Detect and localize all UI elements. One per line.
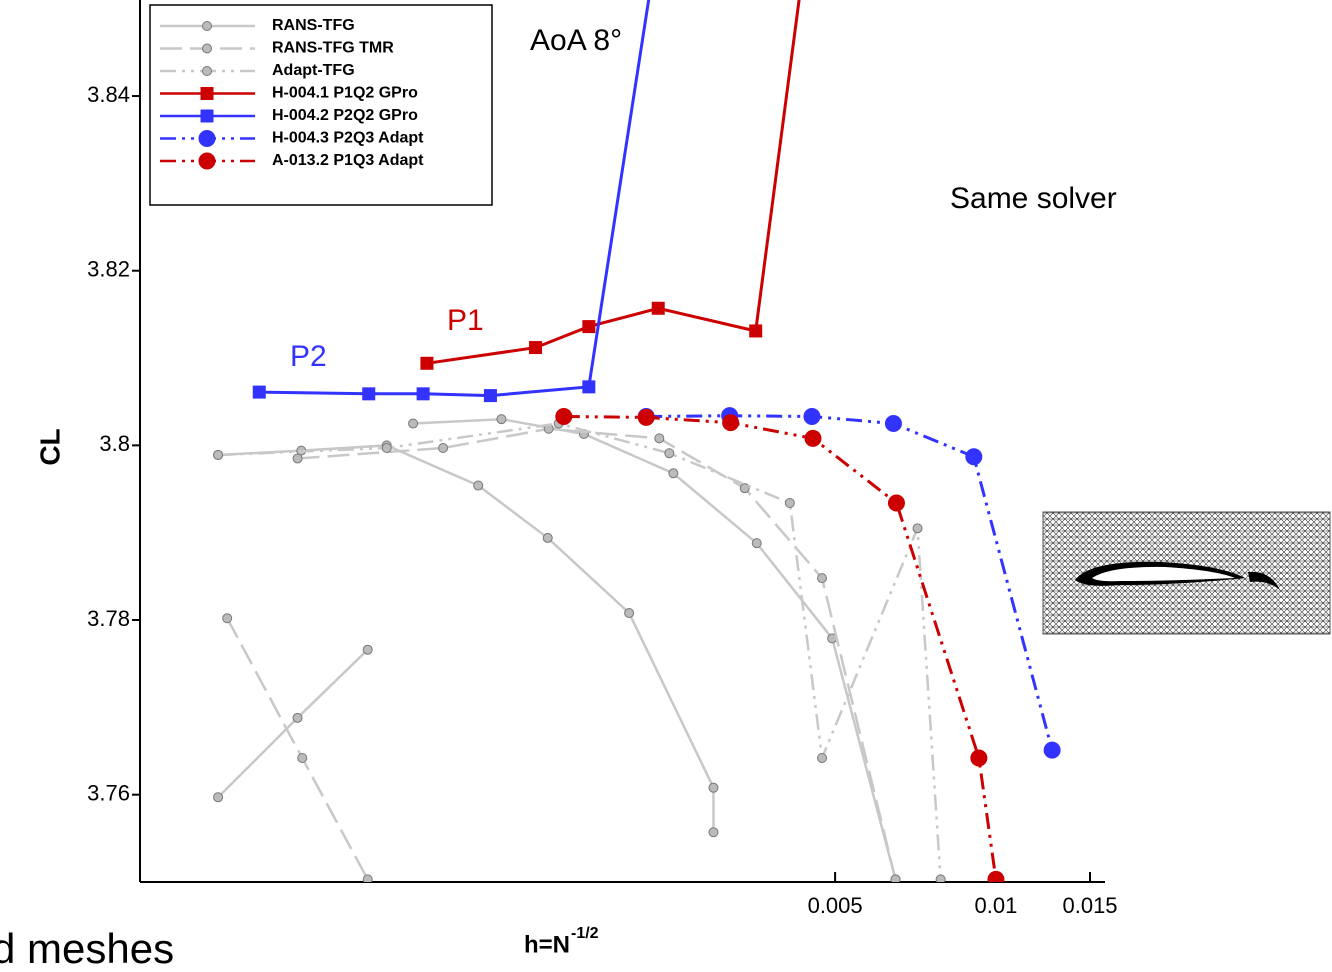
- marker: [804, 409, 820, 425]
- marker: [543, 533, 552, 542]
- annotation: Same solver: [950, 182, 1117, 215]
- legend-label: A-013.2 P1Q3 Adapt: [272, 152, 424, 169]
- series-line: [218, 424, 941, 880]
- marker: [785, 499, 794, 508]
- marker: [625, 609, 634, 618]
- marker: [556, 409, 572, 425]
- marker: [363, 645, 372, 654]
- marker: [298, 753, 307, 762]
- legend-label: Adapt-TFG: [272, 62, 355, 79]
- marker: [214, 450, 223, 459]
- marker: [971, 750, 987, 766]
- marker: [474, 481, 483, 490]
- series-line: [564, 417, 996, 880]
- marker: [583, 321, 595, 333]
- marker: [199, 153, 215, 169]
- marker: [740, 484, 749, 493]
- marker: [988, 871, 1004, 887]
- marker: [750, 325, 762, 337]
- marker: [497, 415, 506, 424]
- marker: [293, 454, 302, 463]
- marker: [655, 434, 664, 443]
- legend: RANS-TFG RANS-TFG TMR Adapt-TFG H-004.1 P1Q…: [150, 5, 492, 205]
- marker: [752, 539, 761, 548]
- legend-label: H-004.3 P2Q3 Adapt: [272, 130, 424, 147]
- marker: [203, 67, 212, 76]
- annotation: P1: [447, 304, 484, 337]
- series-line: [227, 429, 895, 880]
- airfoil-mesh: [1043, 512, 1330, 634]
- y-tick-label: 3.8: [99, 431, 130, 456]
- x-tick-label: 0.01: [975, 893, 1018, 918]
- legend-label: H-004.1 P1Q2 GPro: [272, 85, 418, 102]
- marker: [669, 469, 678, 478]
- x-axis-title: h=N: [524, 931, 570, 958]
- marker: [417, 388, 429, 400]
- marker: [1044, 742, 1060, 758]
- marker: [818, 574, 827, 583]
- marker: [652, 302, 664, 314]
- marker: [709, 783, 718, 792]
- marker: [885, 416, 901, 432]
- marker: [201, 110, 213, 122]
- marker: [638, 409, 654, 425]
- y-tick-label: 3.76: [87, 780, 130, 805]
- annotation: P2: [290, 340, 327, 373]
- marker: [913, 524, 922, 533]
- x-tick-label: 0.005: [808, 893, 863, 918]
- y-tick-label: 3.78: [87, 606, 130, 631]
- marker: [363, 388, 375, 400]
- x-axis-title-sup: -1/2: [571, 925, 599, 942]
- marker: [382, 443, 391, 452]
- legend-label: RANS-TFG TMR: [272, 40, 394, 57]
- marker: [201, 88, 213, 100]
- marker: [214, 793, 223, 802]
- marker: [203, 22, 212, 31]
- chart: CL h=N -1/2 d meshes 3.76 3.78 3.8 3.82 3.84…: [0, 0, 1332, 972]
- marker: [723, 415, 739, 431]
- marker: [409, 419, 418, 428]
- marker: [888, 495, 904, 511]
- marker: [966, 449, 982, 465]
- legend-label: H-004.2 P2Q2 GPro: [272, 107, 418, 124]
- marker: [583, 381, 595, 393]
- legend-box: [150, 5, 492, 205]
- x-tick-label: 0.015: [1062, 893, 1117, 918]
- marker: [709, 828, 718, 837]
- marker: [293, 713, 302, 722]
- marker: [818, 753, 827, 762]
- marker: [223, 614, 232, 623]
- marker: [253, 386, 265, 398]
- marker: [530, 342, 542, 354]
- y-tick-label: 3.84: [87, 82, 130, 107]
- series-line: [218, 419, 895, 879]
- y-tick-label: 3.82: [87, 257, 130, 282]
- legend-label: RANS-TFG: [272, 17, 355, 34]
- marker: [665, 449, 674, 458]
- marker: [484, 390, 496, 402]
- marker: [805, 430, 821, 446]
- marker: [421, 357, 433, 369]
- y-axis-title: CL: [34, 428, 65, 465]
- caption: d meshes: [0, 925, 174, 972]
- marker: [439, 443, 448, 452]
- annotation: AoA 8°: [530, 24, 622, 57]
- marker: [199, 131, 215, 147]
- marker: [203, 44, 212, 53]
